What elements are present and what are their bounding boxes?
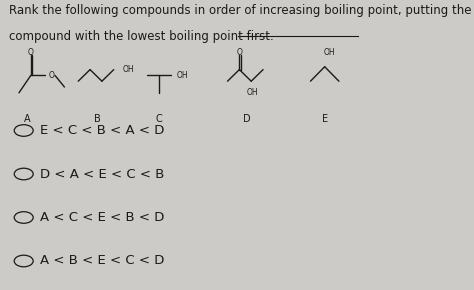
Text: B: B	[94, 114, 100, 124]
Text: O: O	[48, 71, 54, 80]
Text: O: O	[237, 48, 242, 57]
Text: O: O	[28, 48, 34, 57]
Text: OH: OH	[324, 48, 335, 57]
Text: compound with the lowest boiling point first.: compound with the lowest boiling point f…	[9, 30, 274, 44]
Text: OH: OH	[246, 88, 258, 97]
Text: A: A	[24, 114, 31, 124]
Text: OH: OH	[122, 65, 134, 74]
Text: C: C	[155, 114, 162, 124]
Text: D < A < E < C < B: D < A < E < C < B	[40, 168, 164, 180]
Text: A < C < E < B < D: A < C < E < B < D	[40, 211, 164, 224]
Text: E: E	[322, 114, 328, 124]
Text: Rank the following compounds in order of increasing boiling point, putting the: Rank the following compounds in order of…	[9, 4, 472, 17]
Text: A < B < E < C < D: A < B < E < C < D	[40, 255, 164, 267]
Text: OH: OH	[177, 71, 189, 80]
Text: D: D	[243, 114, 250, 124]
Text: E < C < B < A < D: E < C < B < A < D	[40, 124, 164, 137]
